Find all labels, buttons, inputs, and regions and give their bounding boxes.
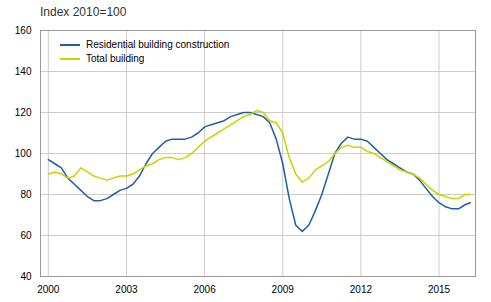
svg-text:2000: 2000 bbox=[37, 284, 60, 295]
svg-text:2006: 2006 bbox=[193, 284, 216, 295]
svg-text:120: 120 bbox=[15, 107, 32, 118]
html-text:Total building: Total building bbox=[86, 53, 145, 64]
svg-text:80: 80 bbox=[20, 189, 32, 200]
svg-text:2012: 2012 bbox=[350, 284, 373, 295]
svg-text:60: 60 bbox=[20, 230, 32, 241]
svg-text:2003: 2003 bbox=[115, 284, 138, 295]
html-text:Residential building construct: Residential building construction bbox=[86, 39, 230, 50]
html-text:Index 2010=100: Index 2010=100 bbox=[40, 5, 127, 19]
svg-text:140: 140 bbox=[15, 66, 32, 77]
svg-text:100: 100 bbox=[15, 148, 32, 159]
svg-text:40: 40 bbox=[20, 271, 32, 282]
svg-text:2009: 2009 bbox=[272, 284, 295, 295]
svg-text:160: 160 bbox=[15, 25, 32, 36]
svg-text:2015: 2015 bbox=[428, 284, 451, 295]
